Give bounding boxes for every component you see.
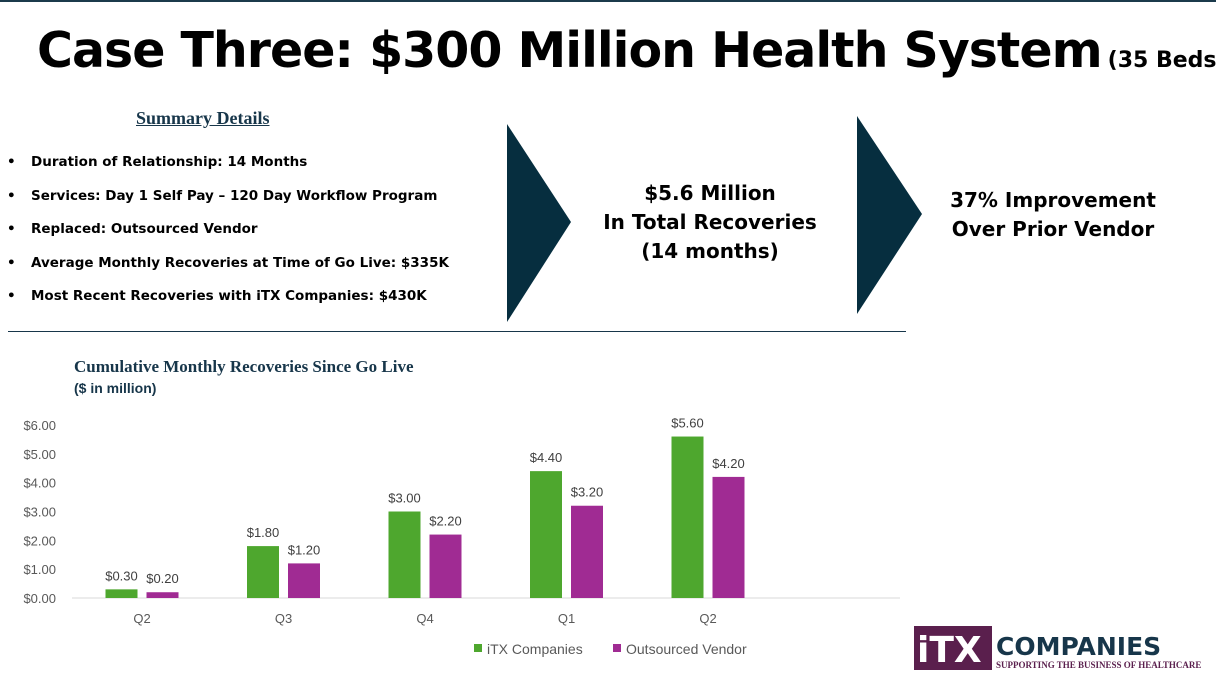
data-label: $2.20	[429, 514, 462, 529]
bullet-icon: •	[7, 288, 16, 304]
data-label: $3.20	[571, 485, 604, 500]
summary-item-text: Most Recent Recoveries with iTX Companie…	[31, 288, 427, 304]
legend-label: iTX Companies	[487, 641, 583, 657]
bar	[530, 471, 562, 598]
data-label: $3.00	[388, 491, 421, 506]
top-rule	[0, 0, 1216, 2]
x-tick-label: Q1	[558, 611, 575, 626]
y-tick-label: $3.00	[23, 505, 56, 520]
legend-swatch	[613, 644, 621, 652]
data-label: $0.20	[146, 571, 179, 586]
summary-item-text: Duration of Relationship: 14 Months	[31, 154, 308, 170]
y-tick-label: $0.00	[23, 591, 56, 606]
legend-label: Outsourced Vendor	[626, 641, 747, 657]
y-tick-label: $2.00	[23, 533, 56, 548]
bar	[146, 592, 179, 598]
summary-item-text: Replaced: Outsourced Vendor	[31, 221, 258, 237]
bar	[247, 546, 279, 598]
summary-item: • Average Monthly Recoveries at Time of G…	[7, 253, 449, 287]
bar	[429, 534, 462, 598]
data-label: $0.30	[105, 568, 138, 583]
bar	[388, 511, 421, 598]
summary-item: • Services: Day 1 Self Pay – 120 Day Work…	[7, 186, 449, 220]
summary-item-text: Average Monthly Recoveries at Time of Go…	[31, 254, 449, 271]
data-label: $1.20	[288, 542, 321, 557]
bullet-icon: •	[7, 187, 16, 204]
callout-line: Over Prior Vendor	[951, 217, 1155, 241]
callout-line: $5.6 Million	[644, 181, 776, 205]
bar	[105, 589, 138, 598]
bar-chart: $0.00 $1.00 $2.00 $3.00 $4.00 $5.00 $6.00 $0.30…	[23, 416, 900, 657]
y-tick-label: $6.00	[23, 418, 56, 433]
title-sub: (35 Beds)	[1107, 48, 1216, 73]
itx-logo: iTX COMPANIES SUPPORTING THE BUSINESS OF…	[914, 626, 1201, 671]
x-tick-label: Q3	[275, 611, 292, 626]
summary-list: • Duration of Relationship: 14 Months • Se…	[7, 152, 449, 320]
chevron-right-icon	[507, 124, 571, 322]
bullet-icon: •	[7, 221, 16, 237]
x-tick-label: Q4	[416, 611, 433, 626]
section-divider	[8, 331, 906, 332]
callout-line: 37% Improvement	[950, 188, 1156, 212]
bullet-icon: •	[7, 154, 16, 170]
summary-item-text: Services: Day 1 Self Pay – 120 Day Workf…	[31, 187, 438, 204]
logo-wordmark: COMPANIES	[996, 632, 1161, 661]
legend-swatch	[474, 644, 482, 652]
svg-text:iTX: iTX	[917, 630, 982, 671]
bar	[712, 476, 745, 598]
bar	[288, 563, 320, 598]
chart-title: Cumulative Monthly Recoveries Since Go L…	[74, 357, 414, 376]
summary-item: • Most Recent Recoveries with iTX Compani…	[7, 286, 449, 320]
data-label: $5.60	[671, 416, 704, 431]
x-tick-label: Q2	[699, 611, 716, 626]
improvement-callout: 37% Improvement Over Prior Vendor	[933, 186, 1173, 244]
y-tick-label: $5.00	[23, 447, 56, 462]
data-label: $4.40	[530, 450, 563, 465]
y-tick-label: $4.00	[23, 476, 56, 491]
bullet-icon: •	[7, 254, 16, 271]
callout-line: In Total Recoveries	[603, 210, 817, 234]
total-recoveries-callout: $5.6 Million In Total Recoveries (14 mon…	[590, 179, 830, 266]
summary-heading: Summary Details	[136, 108, 270, 128]
logo-tagline: SUPPORTING THE BUSINESS OF HEALTHCARE	[996, 660, 1201, 670]
summary-item: • Replaced: Outsourced Vendor	[7, 219, 449, 253]
summary-item: • Duration of Relationship: 14 Months	[7, 152, 449, 186]
data-label: $4.20	[712, 456, 745, 471]
bar	[671, 436, 704, 598]
bar	[571, 505, 603, 598]
x-tick-label: Q2	[133, 611, 150, 626]
chart-subtitle: ($ in million)	[74, 380, 157, 396]
page-title: Case Three: $300 Million Health System (3…	[37, 22, 1216, 79]
callout-line: (14 months)	[641, 239, 779, 263]
y-tick-label: $1.00	[23, 562, 56, 577]
data-label: $1.80	[247, 525, 280, 540]
title-main: Case Three: $300 Million Health System	[37, 22, 1103, 79]
chevron-right-icon	[857, 116, 922, 314]
